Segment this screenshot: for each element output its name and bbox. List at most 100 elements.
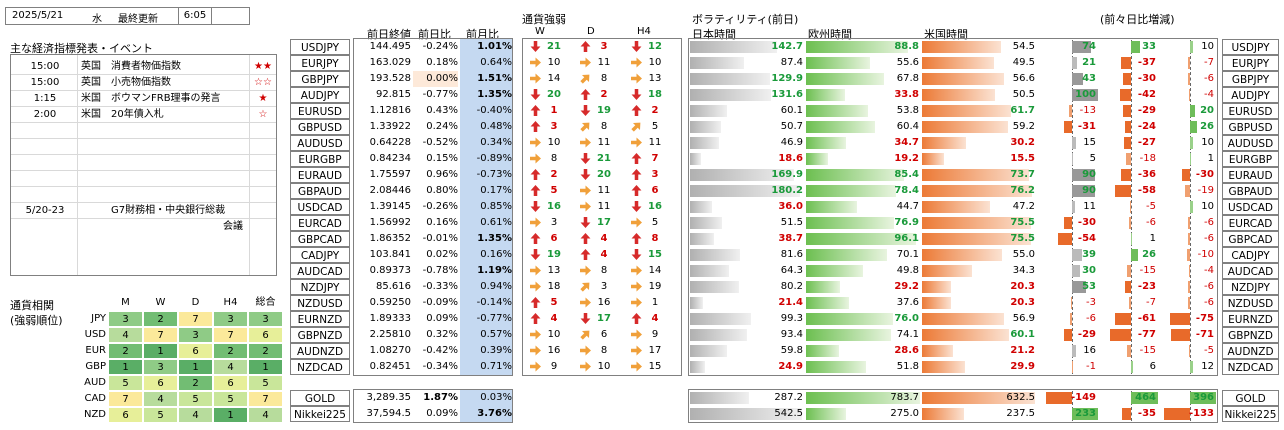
vol-tokyo-bar (690, 329, 747, 341)
vol-us-bar (922, 345, 953, 357)
pair-label-right: AUDUSD (1222, 135, 1279, 151)
vol-tokyo: 24.9 (778, 361, 803, 372)
diff-us: -6 (1204, 281, 1214, 292)
event-time: 5/20-23 (25, 205, 65, 216)
orange-right-arrow-icon (629, 327, 643, 343)
prev-change: 0.43% (426, 105, 458, 116)
strength-w-rank: 19 (547, 249, 561, 260)
vol-europe-bar (806, 89, 845, 101)
vol-us: 76.2 (1010, 185, 1035, 196)
prev-change: 0.16% (426, 217, 458, 228)
vol-us: 56.9 (1012, 313, 1035, 324)
relative-rank-cell: 3 (143, 359, 178, 375)
red-up-arrow-icon (629, 231, 643, 247)
prev-close: 103.841 (369, 249, 411, 260)
month-change: 0.85% (460, 199, 512, 215)
vol-europe: 96.1 (894, 233, 919, 244)
red-down-arrow-icon (528, 87, 542, 103)
extra-diff-europe-axis (1131, 407, 1132, 421)
diff-tokyo: -6 (1086, 313, 1096, 324)
diff-tokyo-bar (1072, 153, 1074, 165)
diff-tokyo: 53 (1082, 281, 1096, 292)
diff-tokyo: 90 (1082, 169, 1096, 180)
prev-change: 0.09% (426, 313, 458, 324)
red-up-arrow-icon (629, 311, 643, 327)
diff-us: 20 (1200, 105, 1214, 116)
vol-tokyo: 46.9 (780, 137, 803, 148)
vol-us: 49.5 (1012, 57, 1035, 68)
prev-close: 1.33922 (369, 121, 411, 132)
relative-col-header: W (155, 297, 166, 308)
diff-europe: -36 (1137, 169, 1156, 180)
hdr-w: W (535, 26, 545, 37)
prev-change: -0.01% (422, 233, 458, 244)
diff-us-bar (1190, 105, 1196, 117)
diff-us-bar (1182, 169, 1190, 181)
vol-europe: 76.9 (894, 217, 919, 228)
diff-us-bar (1188, 281, 1190, 293)
prev-change: -0.42% (422, 345, 458, 356)
orange-right-arrow-icon (578, 263, 592, 279)
vol-europe: 74.1 (896, 329, 919, 340)
prev-close: 1.08270 (369, 345, 411, 356)
vol-tokyo-bar (690, 73, 770, 85)
vol-us: 61.7 (1010, 105, 1035, 116)
prev-change: -0.77% (422, 89, 458, 100)
hdr-prev-change: 前日比 (418, 28, 451, 41)
diff-europe: -37 (1137, 57, 1156, 68)
pair-label-left: EURJPY (290, 55, 350, 71)
diff-europe-axis (1131, 56, 1132, 70)
prev-close: 85.616 (376, 281, 411, 292)
strength-h4-rank: 18 (648, 89, 662, 100)
event-row-divider (11, 218, 276, 219)
vol-tokyo-bar (690, 41, 777, 53)
diff-tokyo-bar (1072, 345, 1077, 357)
event-importance-stars: ☆☆ (254, 77, 272, 88)
vol-us: 50.5 (1012, 89, 1035, 100)
extra-diff-tokyo: 233 (1075, 408, 1096, 419)
extra-diff-us: -133 (1188, 408, 1214, 419)
vol-tokyo-bar (690, 217, 722, 229)
pair-label-left: EURAUD (290, 167, 350, 183)
diff-us: -7 (1204, 57, 1214, 68)
event-row-divider (11, 138, 276, 139)
vol-tokyo: 180.2 (771, 185, 803, 196)
events-title: 主な経済指標発表・イベント (10, 42, 153, 55)
diff-us-axis (1190, 72, 1191, 86)
extra-prev-close: 3,289.35 (366, 392, 411, 403)
diff-europe-axis (1131, 264, 1132, 278)
diff-europe-bar (1115, 185, 1131, 197)
strength-w-rank: 14 (547, 73, 561, 84)
event-country: 英国 (81, 61, 101, 72)
strength-w-rank: 8 (550, 153, 558, 164)
strength-d-rank: 4 (600, 249, 608, 260)
diff-europe: -23 (1137, 281, 1156, 292)
diff-us: -6 (1204, 233, 1214, 244)
extra-month-change: 0.03% (460, 390, 512, 406)
diff-us-bar (1188, 297, 1190, 309)
diff-tokyo-bar (1072, 265, 1080, 277)
diff-us-axis (1190, 56, 1191, 70)
pair-label-left: USDJPY (290, 39, 350, 55)
relative-rank-cell: 6 (143, 375, 178, 391)
red-up-arrow-icon (629, 103, 643, 119)
orange-right-arrow-icon (578, 295, 592, 311)
diff-us-axis (1190, 344, 1191, 358)
extra-vol-europe: 275.0 (890, 408, 919, 419)
event-row-divider (11, 106, 276, 107)
vol-us-bar (922, 201, 990, 213)
pair-label-right: GBPCAD (1222, 231, 1279, 247)
prev-close: 92.815 (376, 89, 411, 100)
strength-h4-rank: 12 (648, 41, 662, 52)
vol-us-bar (922, 121, 1008, 133)
diff-us-axis (1190, 184, 1191, 198)
volatility-frame (688, 38, 1218, 376)
red-down-arrow-icon (629, 87, 643, 103)
diff-us-bar (1190, 201, 1193, 213)
event-time: 15:00 (30, 61, 60, 72)
relative-rank-cell: 6 (178, 343, 213, 359)
orange-right-arrow-icon (528, 135, 542, 151)
diff-us-axis (1190, 296, 1191, 310)
hdr-volatility: ボラティリティ(前日) (692, 13, 799, 26)
strength-w-rank: 5 (550, 297, 558, 308)
